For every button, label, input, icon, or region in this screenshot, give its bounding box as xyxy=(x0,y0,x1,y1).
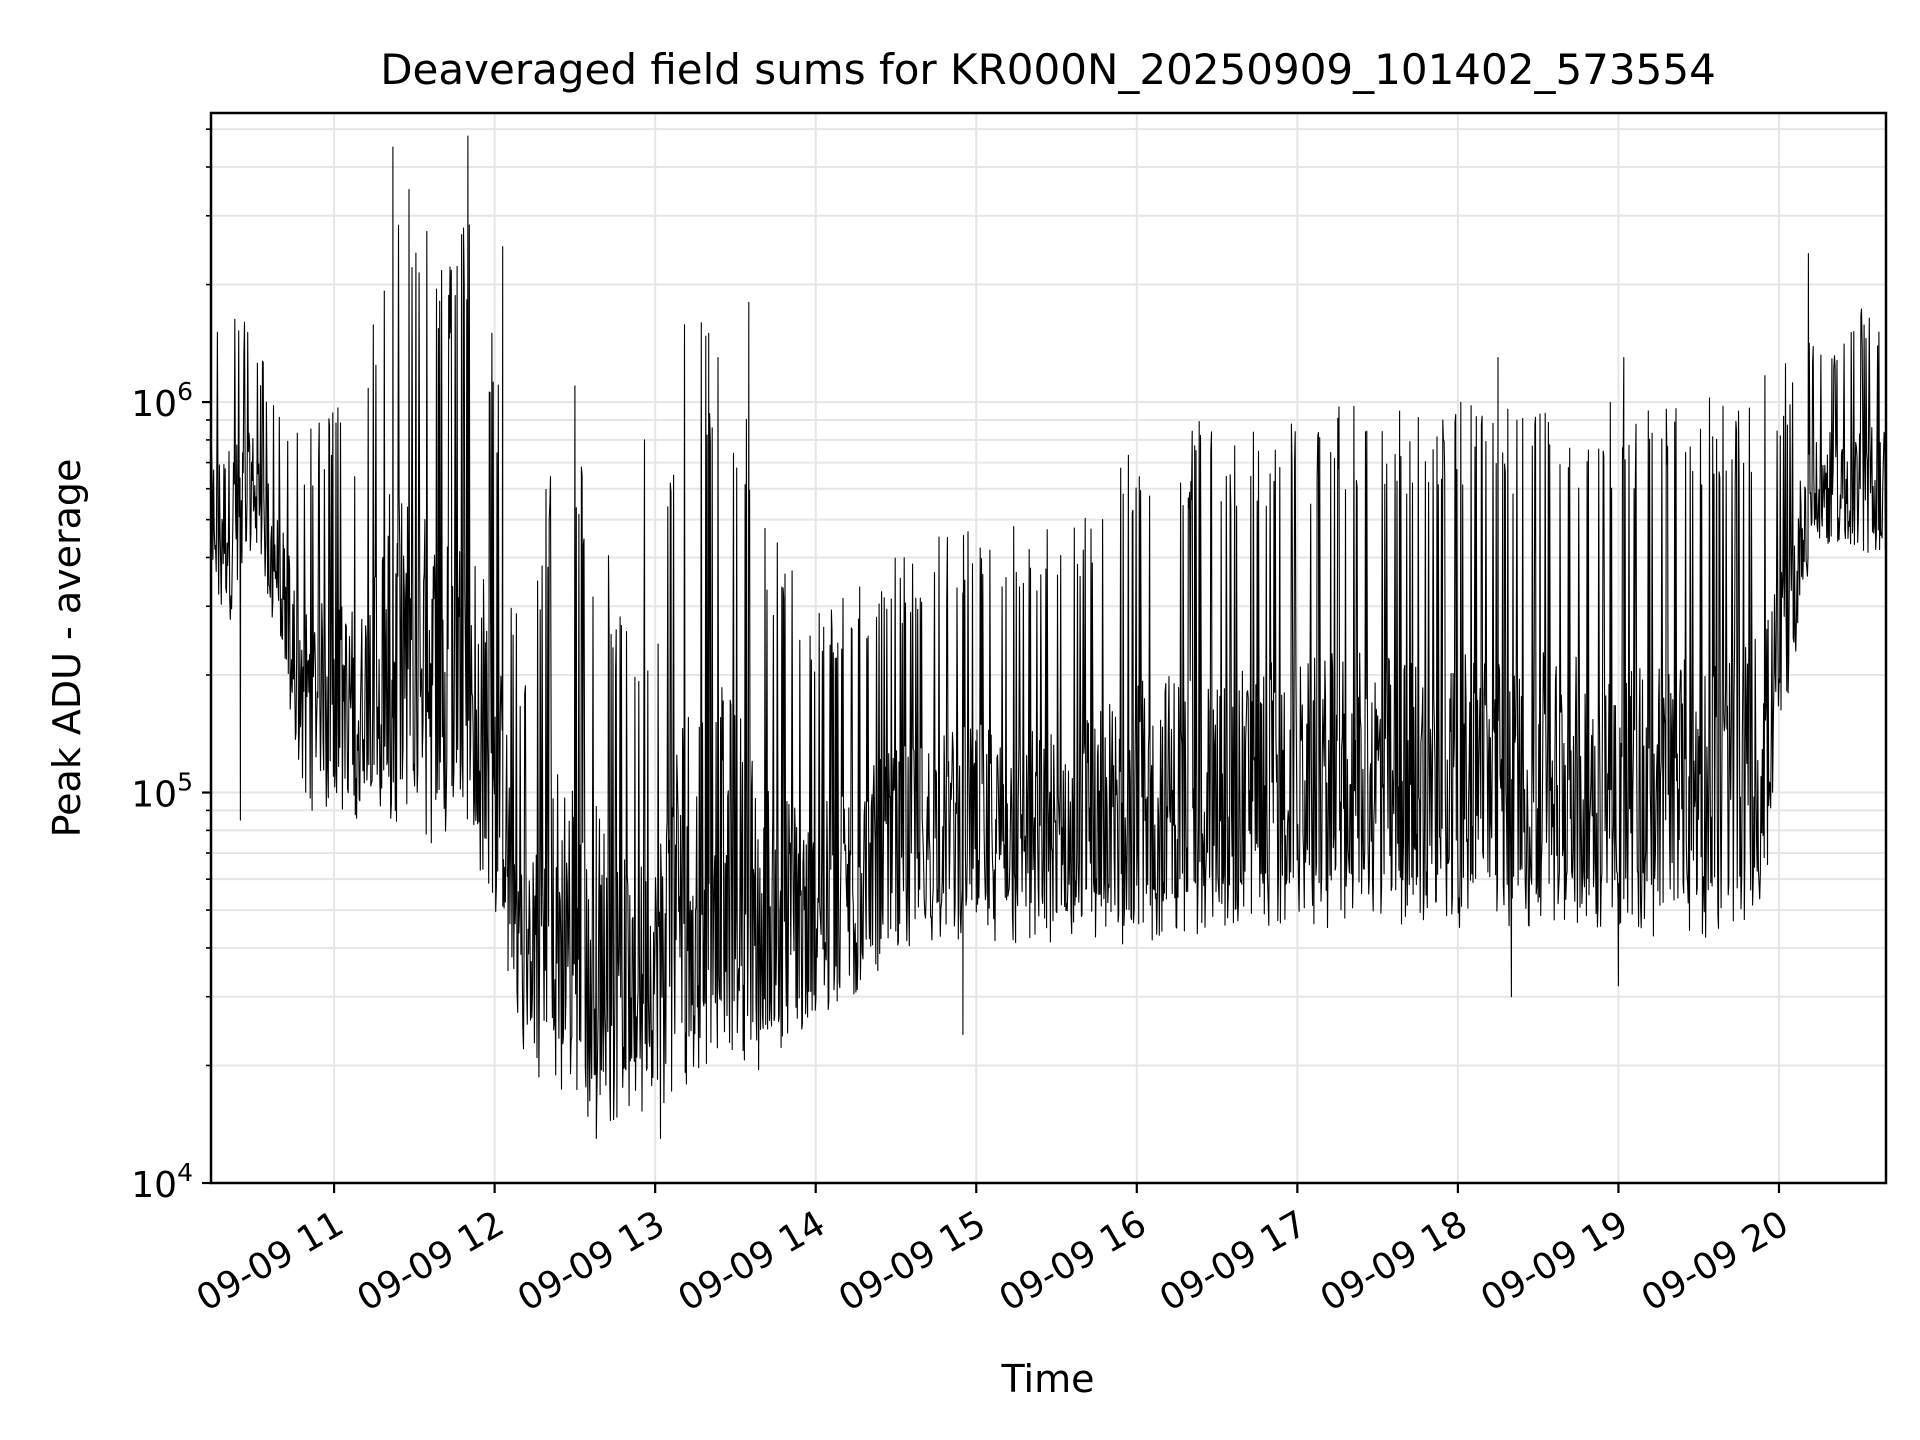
y-axis-label: Peak ADU - average xyxy=(45,459,89,838)
y-tick-label: 104 xyxy=(131,1158,193,1206)
x-axis-label: Time xyxy=(1001,1357,1095,1401)
plot-area xyxy=(210,135,1887,1140)
chart-title: Deaveraged field sums for KR000N_2025090… xyxy=(380,45,1716,94)
series-line xyxy=(210,135,1887,1140)
plot-frame xyxy=(209,111,1888,1185)
y-axis: 104 105 106 xyxy=(131,128,211,1206)
y-tick-label: 105 xyxy=(131,768,193,816)
grid xyxy=(211,113,1886,1184)
y-tick-label: 106 xyxy=(131,377,193,425)
